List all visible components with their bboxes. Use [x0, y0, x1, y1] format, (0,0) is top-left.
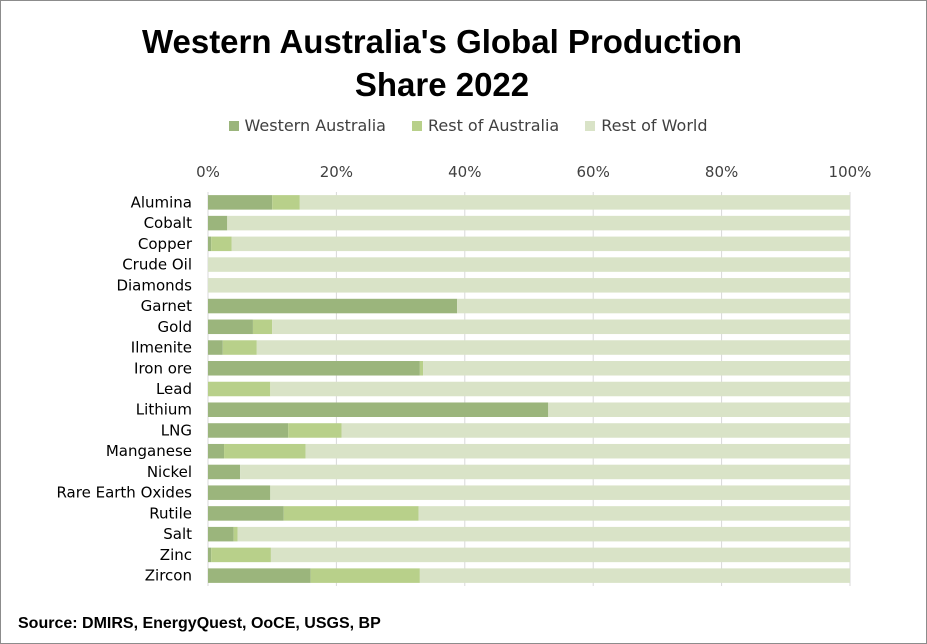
- legend-label-rest-of-world: Rest of World: [601, 116, 708, 135]
- bar-rest-of-australia: [233, 526, 238, 542]
- chart-title-line-1: Western Australia's Global Production: [141, 23, 743, 60]
- bar-rest-of-australia: [310, 568, 420, 583]
- legend-label-western-australia: Western Australia: [244, 116, 386, 135]
- category-label: Diamonds: [116, 276, 192, 294]
- bar-western-australia: [208, 547, 212, 563]
- category-label: Iron ore: [134, 359, 192, 377]
- bar-rest-of-australia: [272, 195, 300, 210]
- category-label: Nickel: [147, 463, 192, 481]
- bar-rest-of-world: [208, 257, 850, 272]
- x-tick-label: 100%: [829, 163, 872, 181]
- category-label: Salt: [163, 525, 192, 543]
- bar-rest-of-world: [240, 464, 851, 480]
- legend-item-rest-of-australia: Rest of Australia: [411, 116, 560, 135]
- bar-western-australia: [208, 361, 420, 376]
- bar-rest-of-australia: [222, 340, 257, 355]
- bar-western-australia: [208, 526, 234, 542]
- category-label: Alumina: [131, 193, 192, 211]
- bar-rest-of-world: [256, 340, 850, 355]
- bar-rest-of-world: [208, 278, 850, 293]
- legend-swatch-rest-of-australia: [411, 120, 422, 131]
- bar-rest-of-australia: [211, 236, 232, 252]
- bar-rest-of-world: [270, 485, 850, 500]
- bar-western-australia: [208, 485, 271, 500]
- bar-western-australia: [208, 319, 253, 335]
- category-label: Manganese: [106, 442, 192, 460]
- x-tick-label: 0%: [196, 163, 220, 181]
- category-label: Copper: [138, 235, 193, 253]
- category-label: Rare Earth Oxides: [56, 484, 192, 502]
- legend-item-western-australia: Western Australia: [228, 116, 386, 135]
- bar-rest-of-world: [227, 215, 850, 231]
- bar-rest-of-australia: [288, 423, 342, 438]
- category-label: Zinc: [160, 546, 192, 564]
- bar-rest-of-world: [231, 236, 850, 252]
- bar-rest-of-world: [272, 319, 850, 335]
- bar-western-australia: [208, 236, 212, 252]
- bar-rest-of-australia: [419, 361, 424, 376]
- bar-western-australia: [208, 215, 228, 231]
- category-label: Lead: [156, 380, 192, 398]
- category-label: Garnet: [141, 297, 192, 315]
- category-label: Zircon: [145, 567, 192, 585]
- bar-western-australia: [208, 195, 273, 210]
- legend-item-rest-of-world: Rest of World: [585, 116, 708, 135]
- bar-rest-of-world: [457, 298, 850, 314]
- bar-rest-of-australia: [283, 506, 419, 521]
- bar-rest-of-australia: [224, 443, 306, 459]
- bar-rest-of-world: [418, 506, 850, 521]
- bar-rest-of-australia: [252, 319, 273, 335]
- bar-rest-of-world: [341, 423, 850, 438]
- category-label: Cobalt: [144, 214, 193, 232]
- category-label: Lithium: [136, 401, 192, 419]
- bar-rest-of-world: [270, 381, 850, 397]
- legend: Western Australia Rest of Australia Rest…: [0, 116, 927, 135]
- bar-rest-of-world: [305, 443, 851, 459]
- legend-label-rest-of-australia: Rest of Australia: [427, 116, 560, 135]
- bar-rest-of-australia: [211, 547, 271, 563]
- bar-rest-of-world: [419, 568, 850, 583]
- bar-western-australia: [208, 506, 284, 521]
- bar-rest-of-australia: [208, 381, 271, 397]
- legend-swatch-western-australia: [228, 120, 239, 131]
- bar-rest-of-world: [270, 547, 850, 563]
- source-note: Source: DMIRS, EnergyQuest, OoCE, USGS, …: [18, 615, 381, 632]
- legend-swatch-rest-of-world: [585, 120, 596, 131]
- bar-western-australia: [208, 402, 549, 417]
- category-label: LNG: [161, 421, 192, 439]
- x-tick-label: 20%: [320, 163, 353, 181]
- chart-title: Western Australia's Global Production Sh…: [0, 20, 884, 106]
- x-tick-label: 40%: [448, 163, 481, 181]
- bar-western-australia: [208, 298, 458, 314]
- bar-rest-of-world: [299, 195, 850, 210]
- chart-title-line-2: Share 2022: [354, 66, 530, 103]
- category-label: Ilmenite: [131, 339, 192, 357]
- bar-rest-of-world: [237, 526, 851, 542]
- bar-rest-of-world: [423, 361, 850, 376]
- category-label: Gold: [158, 318, 193, 336]
- bar-rest-of-world: [548, 402, 850, 417]
- bar-western-australia: [208, 443, 225, 459]
- bar-western-australia: [208, 423, 289, 438]
- x-tick-label: 60%: [577, 163, 610, 181]
- category-label: Crude Oil: [122, 256, 192, 274]
- bar-western-australia: [208, 464, 241, 480]
- bar-western-australia: [208, 340, 223, 355]
- category-label: Rutile: [149, 504, 192, 522]
- x-tick-label: 80%: [705, 163, 738, 181]
- bar-western-australia: [208, 568, 311, 583]
